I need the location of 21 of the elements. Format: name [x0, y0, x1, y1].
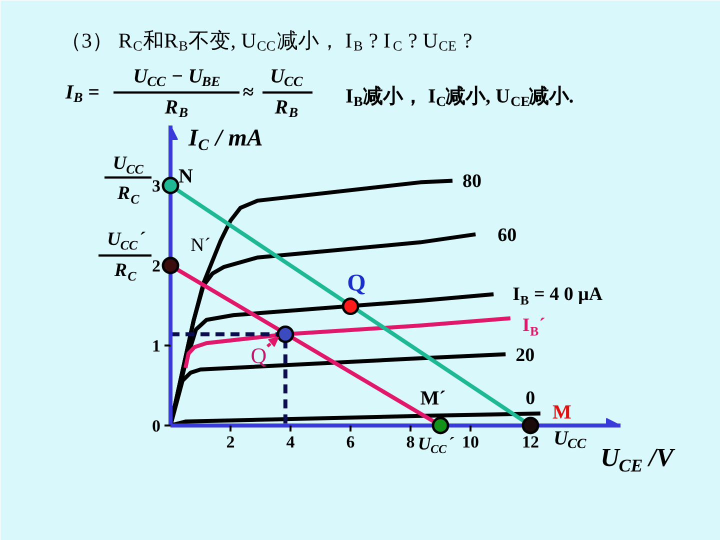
- y-tick-label: 3: [152, 176, 160, 196]
- y-tick-label: 2: [152, 256, 160, 276]
- annotation: Q: [250, 342, 267, 368]
- x-tick-label: 8: [406, 432, 415, 452]
- annotation: M´: [420, 388, 446, 410]
- x-tick-label: 4: [286, 432, 296, 452]
- annotation: Q: [347, 270, 366, 296]
- series-label: 20: [516, 344, 535, 366]
- text: ≈: [242, 82, 254, 104]
- x-tick-label: 10: [462, 432, 479, 452]
- x-tick-label: 2: [226, 432, 235, 452]
- y-tick-label: 1: [152, 336, 160, 356]
- x-tick-label: 6: [346, 432, 355, 452]
- annotation: N´: [190, 235, 211, 256]
- series-label: 0: [526, 388, 536, 409]
- series-label: 80: [462, 171, 482, 192]
- y-tick-label: 0: [152, 416, 160, 436]
- series-label: 60: [498, 224, 517, 246]
- x-tick-label: 12: [522, 432, 539, 452]
- annotation: N: [178, 166, 194, 188]
- annotation: M: [552, 402, 572, 424]
